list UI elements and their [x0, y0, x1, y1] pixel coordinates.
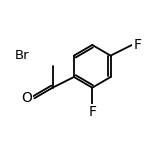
Text: O: O — [21, 91, 32, 105]
Text: F: F — [134, 38, 142, 52]
Text: F: F — [88, 105, 96, 119]
Text: Br: Br — [15, 49, 30, 62]
